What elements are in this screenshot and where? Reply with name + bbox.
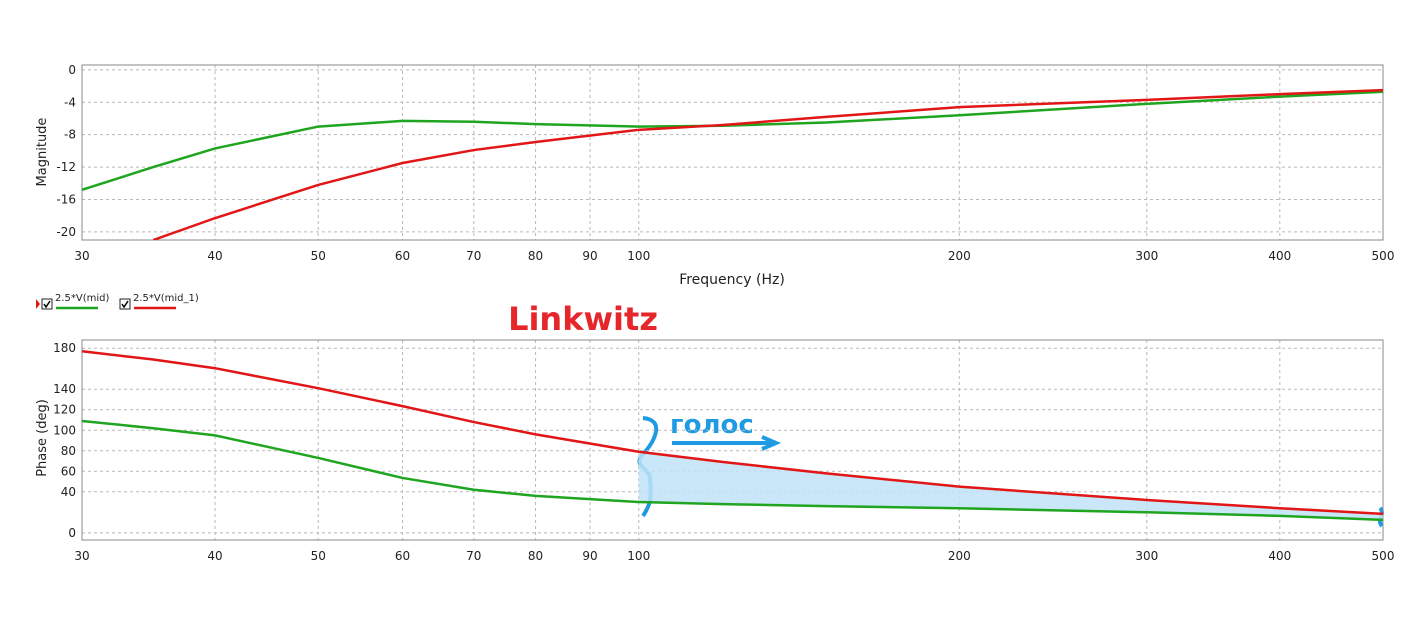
y-tick-label: -8	[64, 128, 76, 142]
series-line	[82, 419, 1383, 522]
x-tick-label: 60	[395, 249, 410, 263]
x-tick-label: 90	[582, 549, 597, 563]
x-tick-label: 70	[466, 549, 481, 563]
x-tick-label: 40	[207, 249, 222, 263]
checkmark	[121, 300, 129, 309]
x-tick-label: 500	[1372, 249, 1395, 263]
x-tick-label: 30	[74, 249, 89, 263]
checkmark	[43, 300, 51, 309]
checkbox[interactable]	[41, 298, 53, 310]
y-tick-label: -12	[56, 160, 76, 174]
y-tick-label: 180	[53, 341, 76, 355]
plot-frame	[81, 339, 1384, 541]
x-tick-label: 80	[528, 249, 543, 263]
x-tick-label: 100	[627, 549, 650, 563]
x-tick-label: 30	[74, 549, 89, 563]
y-axis-title: Phase (deg)	[35, 399, 50, 477]
x-tick-label: 200	[948, 549, 971, 563]
highlight-area	[638, 451, 1383, 520]
x-tick-label: 100	[627, 249, 650, 263]
y-tick-label: 40	[61, 485, 76, 499]
legend-marker	[36, 299, 40, 309]
y-tick-label: 120	[53, 403, 76, 417]
x-tick-label: 70	[466, 249, 481, 263]
x-tick-label: 300	[1135, 549, 1158, 563]
x-tick-label: 90	[582, 249, 597, 263]
series-line	[152, 88, 1383, 240]
x-tick-label: 400	[1268, 249, 1291, 263]
y-tick-label: 80	[61, 444, 76, 458]
y-tick-label: 0	[68, 526, 76, 540]
arrow	[672, 435, 782, 451]
legend-label: 2.5*V(mid_1)	[133, 293, 199, 304]
x-tick-label: 500	[1372, 549, 1395, 563]
y-tick-label: -20	[56, 225, 76, 239]
series-line	[82, 90, 1383, 191]
annotation: голос	[670, 410, 754, 440]
legend-label: 2.5*V(mid)	[55, 293, 110, 304]
x-tick-label: 400	[1268, 549, 1291, 563]
annotation: Linkwitz	[508, 300, 658, 338]
y-tick-label: 0	[68, 63, 76, 77]
x-tick-label: 80	[528, 549, 543, 563]
y-tick-label: 100	[53, 423, 76, 437]
legend: 2.5*V(mid) 2.5*V(mid_1)	[36, 293, 199, 310]
x-tick-label: 300	[1135, 249, 1158, 263]
x-tick-label: 50	[311, 549, 326, 563]
plot-frame	[81, 64, 1384, 241]
x-tick-label: 40	[207, 549, 222, 563]
y-tick-label: 60	[61, 464, 76, 478]
checkbox[interactable]	[119, 298, 131, 310]
y-axis-title: Magnitude	[35, 118, 50, 187]
y-tick-label: -4	[64, 95, 76, 109]
x-axis-title: Frequency (Hz)	[679, 272, 785, 288]
series-line	[82, 350, 1383, 516]
x-tick-label: 50	[311, 249, 326, 263]
x-tick-label: 60	[395, 549, 410, 563]
x-tick-label: 200	[948, 249, 971, 263]
y-tick-label: -16	[56, 192, 76, 206]
y-tick-label: 140	[53, 382, 76, 396]
